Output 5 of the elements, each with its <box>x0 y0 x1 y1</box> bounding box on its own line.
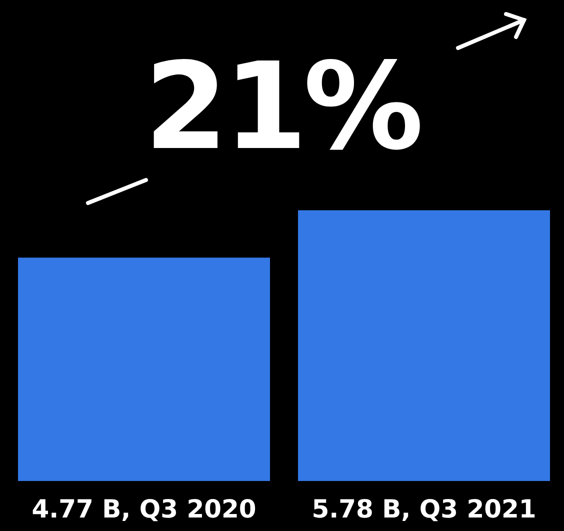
x-tick-label: Q3 2020 <box>139 494 256 524</box>
text: 21% <box>143 38 421 177</box>
x-tick-label: Q3 2021 <box>419 494 536 524</box>
data-label: 4.77 B, <box>32 494 131 524</box>
data-label: 5.78 B, <box>312 494 411 524</box>
